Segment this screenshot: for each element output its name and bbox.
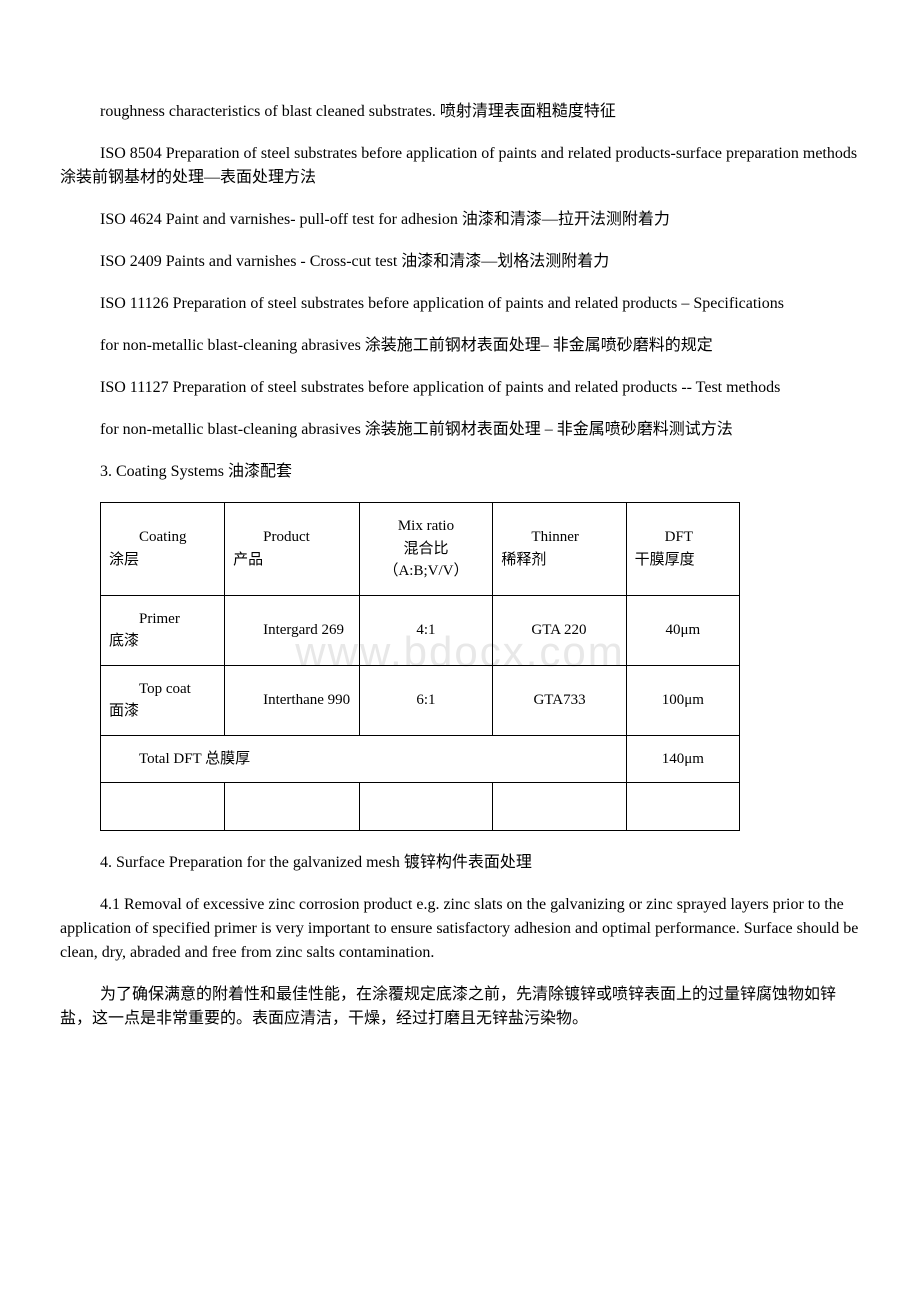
header-thinner: Thinner 稀释剂 [493,503,626,596]
cell-thinner-primer: GTA 220 [493,595,626,665]
cell-coating-primer: Primer 底漆 [101,595,225,665]
header-coating-cn: 涂层 [109,552,139,568]
table-header-row: Coating 涂层 Product 产品 Mix ratio 混合比（A:B;… [101,503,740,596]
empty-cell [493,783,626,831]
paragraph-iso4624: ISO 4624 Paint and varnishes- pull-off t… [60,208,860,232]
cell-mix-topcoat: 6:1 [359,665,493,735]
header-dft: DFT 干膜厚度 [626,503,739,596]
header-product-en: Product [263,529,310,545]
cell-product-primer: Intergard 269 [225,595,359,665]
cell-thinner-topcoat: GTA733 [493,665,626,735]
cell-mix-primer: 4:1 [359,595,493,665]
paragraph-iso11127-a: ISO 11127 Preparation of steel substrate… [60,376,860,400]
cell-dft-primer: 40μm [626,595,739,665]
header-thinner-en: Thinner [531,529,578,545]
header-product-cn: 产品 [233,552,263,568]
table-total-row: Total DFT 总膜厚 140μm [101,735,740,783]
table-row: Top coat 面漆 Interthane 990 6:1 GTA733 10… [101,665,740,735]
header-mix-cn: 混合比（A:B;V/V） [383,541,468,580]
cell-dft-topcoat: 100μm [626,665,739,735]
paragraph-iso11126-b: for non-metallic blast-cleaning abrasive… [60,334,860,358]
section3-heading: 3. Coating Systems 油漆配套 [60,460,860,484]
header-dft-cn: 干膜厚度 [635,552,695,568]
empty-cell [626,783,739,831]
cell-product-topcoat: Interthane 990 [225,665,359,735]
paragraph-4-1-en: 4.1 Removal of excessive zinc corrosion … [60,893,860,965]
cell-primer-cn: 底漆 [109,633,139,649]
paragraph-iso11126-a: ISO 11126 Preparation of steel substrate… [60,292,860,316]
paragraph-iso8504: ISO 8504 Preparation of steel substrates… [60,142,860,190]
table-empty-row [101,783,740,831]
cell-coating-topcoat: Top coat 面漆 [101,665,225,735]
paragraph-4-1-cn: 为了确保满意的附着性和最佳性能，在涂覆规定底漆之前，先清除镀锌或喷锌表面上的过量… [60,983,860,1031]
cell-primer-en: Primer [139,611,180,627]
header-mix: Mix ratio 混合比（A:B;V/V） [359,503,493,596]
cell-total-value: 140μm [626,735,739,783]
paragraph-iso11127-b: for non-metallic blast-cleaning abrasive… [60,418,860,442]
header-product: Product 产品 [225,503,359,596]
paragraph-roughness: roughness characteristics of blast clean… [60,100,860,124]
empty-cell [225,783,359,831]
header-coating: Coating 涂层 [101,503,225,596]
header-coating-en: Coating [139,529,187,545]
section4-heading: 4. Surface Preparation for the galvanize… [60,851,860,875]
cell-topcoat-cn: 面漆 [109,703,139,719]
coating-systems-table: Coating 涂层 Product 产品 Mix ratio 混合比（A:B;… [100,502,740,831]
cell-total-label: Total DFT 总膜厚 [101,735,627,783]
header-mix-en: Mix ratio [398,518,454,534]
table-row: Primer 底漆 Intergard 269 4:1 GTA 220 40μm [101,595,740,665]
cell-topcoat-en: Top coat [139,681,191,697]
empty-cell [359,783,493,831]
empty-cell [101,783,225,831]
paragraph-iso2409: ISO 2409 Paints and varnishes - Cross-cu… [60,250,860,274]
header-thinner-cn: 稀释剂 [501,552,546,568]
header-dft-en: DFT [665,529,693,545]
